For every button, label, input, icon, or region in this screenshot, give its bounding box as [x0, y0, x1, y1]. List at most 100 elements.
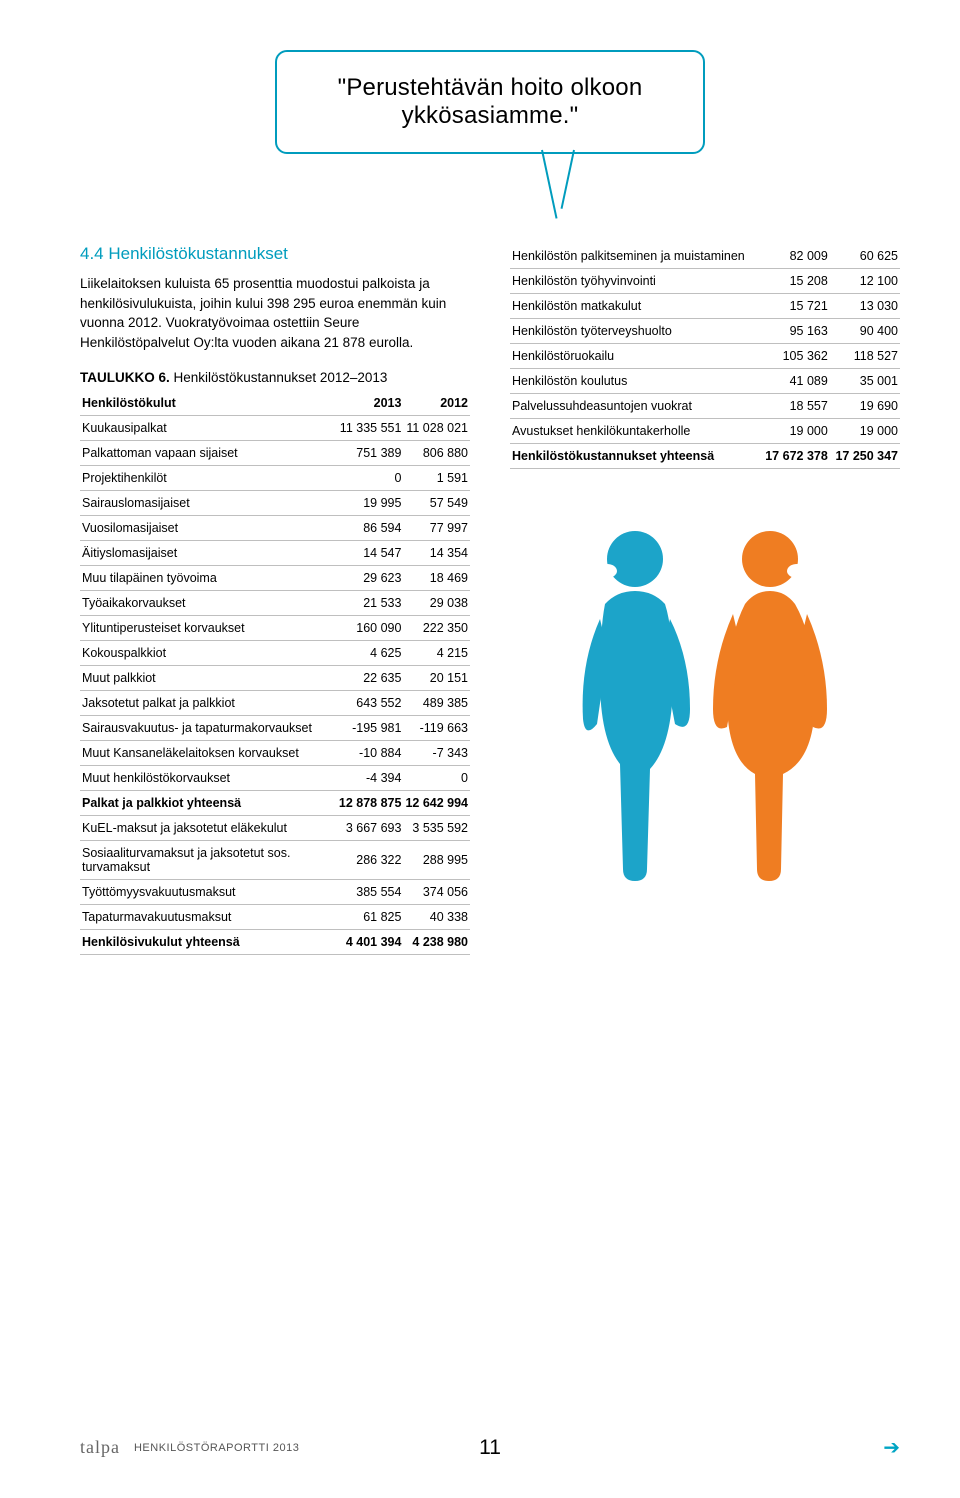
table-row: Henkilöstön työhyvinvointi15 20812 100: [510, 269, 900, 294]
row-value-2013: 12 878 875: [337, 791, 404, 816]
table-title: TAULUKKO 6. Henkilöstökustannukset 2012–…: [80, 370, 470, 385]
row-value-2012: 489 385: [403, 691, 470, 716]
footer-report-label: HENKILÖSTÖRAPORTTI 2013: [134, 1442, 299, 1454]
row-value-2013: 15 208: [760, 269, 830, 294]
table-row: Avustukset henkilökuntakerholle19 00019 …: [510, 419, 900, 444]
row-value-2013: -10 884: [337, 741, 404, 766]
row-value-2012: 29 038: [403, 591, 470, 616]
row-value-2012: 13 030: [830, 294, 900, 319]
table-row: Ylituntiperusteiset korvaukset160 090222…: [80, 616, 470, 641]
table-row: Äitiyslomasijaiset14 54714 354: [80, 541, 470, 566]
row-value-2013: 14 547: [337, 541, 404, 566]
row-value-2012: 14 354: [403, 541, 470, 566]
row-value-2013: 41 089: [760, 369, 830, 394]
row-value-2012: 19 000: [830, 419, 900, 444]
table-row: Kokouspalkkiot4 6254 215: [80, 641, 470, 666]
row-label: Henkilöstökustannukset yhteensä: [510, 444, 760, 469]
right-column: Henkilöstön palkitseminen ja muistaminen…: [510, 244, 900, 955]
row-label: Palvelussuhdeasuntojen vuokrat: [510, 394, 760, 419]
section-title: 4.4 Henkilöstökustannukset: [80, 244, 470, 264]
footer-logo: talpa: [80, 1437, 120, 1458]
row-label: Henkilöstön työterveyshuolto: [510, 319, 760, 344]
col-2013: 2013: [337, 391, 404, 416]
table-row: Henkilöstökustannukset yhteensä17 672 37…: [510, 444, 900, 469]
row-label: Muut palkkiot: [80, 666, 337, 691]
table-row: Sairausvakuutus- ja tapaturmakorvaukset-…: [80, 716, 470, 741]
row-value-2013: 385 554: [337, 880, 404, 905]
table-row: Palkattoman vapaan sijaiset751 389806 88…: [80, 441, 470, 466]
col-2012: 2012: [403, 391, 470, 416]
row-value-2013: 18 557: [760, 394, 830, 419]
row-label: Kuukausipalkat: [80, 416, 337, 441]
row-label: Muu tilapäinen työvoima: [80, 566, 337, 591]
row-value-2013: 0: [337, 466, 404, 491]
row-label: Kokouspalkkiot: [80, 641, 337, 666]
row-value-2012: 60 625: [830, 244, 900, 269]
row-value-2012: 17 250 347: [830, 444, 900, 469]
row-value-2012: 40 338: [403, 905, 470, 930]
row-label: Vuosilomasijaiset: [80, 516, 337, 541]
row-value-2012: 4 238 980: [403, 930, 470, 955]
row-label: KuEL-maksut ja jaksotetut eläkekulut: [80, 816, 337, 841]
row-value-2013: 105 362: [760, 344, 830, 369]
row-value-2013: 4 401 394: [337, 930, 404, 955]
table-title-rest: Henkilöstökustannukset 2012–2013: [174, 370, 388, 385]
row-value-2012: -119 663: [403, 716, 470, 741]
row-label: Työaikakorvaukset: [80, 591, 337, 616]
row-value-2012: 222 350: [403, 616, 470, 641]
row-value-2012: 11 028 021: [403, 416, 470, 441]
table-row: Henkilösivukulut yhteensä4 401 3944 238 …: [80, 930, 470, 955]
table-row: Muu tilapäinen työvoima29 62318 469: [80, 566, 470, 591]
page-number: 11: [479, 1436, 501, 1460]
col-label: Henkilöstökulut: [80, 391, 337, 416]
row-label: Sairauslomasijaiset: [80, 491, 337, 516]
table-row: Vuosilomasijaiset86 59477 997: [80, 516, 470, 541]
figures-illustration: [510, 509, 900, 889]
row-value-2012: 118 527: [830, 344, 900, 369]
table-row: Sosiaaliturvamaksut ja jaksotetut sos. t…: [80, 841, 470, 880]
row-value-2013: 15 721: [760, 294, 830, 319]
row-value-2012: 35 001: [830, 369, 900, 394]
row-label: Henkilösivukulut yhteensä: [80, 930, 337, 955]
table-row: Työttömyysvakuutusmaksut385 554374 056: [80, 880, 470, 905]
row-value-2013: 19 995: [337, 491, 404, 516]
row-label: Äitiyslomasijaiset: [80, 541, 337, 566]
row-value-2012: 77 997: [403, 516, 470, 541]
table-row: Työaikakorvaukset21 53329 038: [80, 591, 470, 616]
row-value-2013: 86 594: [337, 516, 404, 541]
row-label: Muut Kansaneläkelaitoksen korvaukset: [80, 741, 337, 766]
row-value-2012: 806 880: [403, 441, 470, 466]
row-value-2012: 12 100: [830, 269, 900, 294]
table-row: Palkat ja palkkiot yhteensä12 878 87512 …: [80, 791, 470, 816]
content-columns: 4.4 Henkilöstökustannukset Liikelaitokse…: [80, 244, 900, 955]
row-label: Tapaturmavakuutusmaksut: [80, 905, 337, 930]
speech-bubble: "Perustehtävän hoito olkoon ykkösasiamme…: [275, 50, 705, 154]
row-value-2012: 12 642 994: [403, 791, 470, 816]
row-value-2012: 90 400: [830, 319, 900, 344]
row-value-2012: -7 343: [403, 741, 470, 766]
row-value-2013: 3 667 693: [337, 816, 404, 841]
row-value-2012: 4 215: [403, 641, 470, 666]
row-value-2013: 22 635: [337, 666, 404, 691]
speech-bubble-text: "Perustehtävän hoito olkoon ykkösasiamme…: [305, 74, 675, 130]
row-label: Projektihenkilöt: [80, 466, 337, 491]
table-header-row: Henkilöstökulut 2013 2012: [80, 391, 470, 416]
table-title-prefix: TAULUKKO 6.: [80, 370, 170, 385]
row-value-2012: 3 535 592: [403, 816, 470, 841]
table-row: Jaksotetut palkat ja palkkiot643 552489 …: [80, 691, 470, 716]
row-label: Jaksotetut palkat ja palkkiot: [80, 691, 337, 716]
row-value-2012: 288 995: [403, 841, 470, 880]
table-left: Henkilöstökulut 2013 2012 Kuukausipalkat…: [80, 391, 470, 955]
table-row: Henkilöstön työterveyshuolto95 16390 400: [510, 319, 900, 344]
page-footer: talpa HENKILÖSTÖRAPORTTI 2013 11 ➔: [80, 1435, 900, 1460]
row-value-2013: 160 090: [337, 616, 404, 641]
row-label: Henkilöstön työhyvinvointi: [510, 269, 760, 294]
row-value-2013: 61 825: [337, 905, 404, 930]
row-value-2013: 643 552: [337, 691, 404, 716]
table-row: Muut palkkiot22 63520 151: [80, 666, 470, 691]
row-value-2013: 11 335 551: [337, 416, 404, 441]
row-value-2012: 20 151: [403, 666, 470, 691]
table-row: Muut Kansaneläkelaitoksen korvaukset-10 …: [80, 741, 470, 766]
next-arrow-icon: ➔: [883, 1435, 900, 1460]
row-value-2013: 29 623: [337, 566, 404, 591]
